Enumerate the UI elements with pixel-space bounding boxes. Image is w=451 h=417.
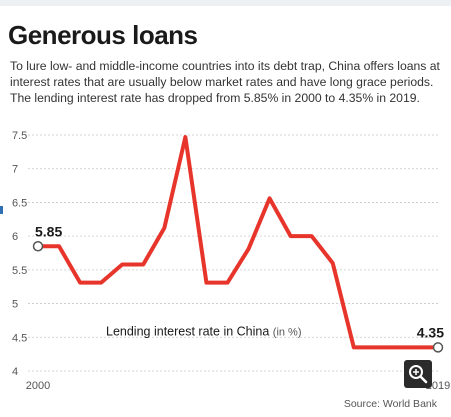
y-tick-label: 6.5 <box>12 197 27 209</box>
data-label: 4.35 <box>417 324 444 340</box>
y-tick-label: 4 <box>12 366 18 378</box>
y-tick-label: 5 <box>12 299 18 311</box>
zoom-in-icon <box>409 365 428 384</box>
data-point-marker <box>32 241 44 252</box>
data-point-marker <box>432 342 444 353</box>
source-note: Source: World Bank <box>343 398 437 410</box>
chart-subtitle: To lure low- and middle-income countries… <box>10 59 440 105</box>
y-tick-label: 4.5 <box>12 332 27 344</box>
y-tick-label: 5.5 <box>12 265 27 277</box>
chart-title: Generous loans <box>8 20 198 50</box>
series-label: Lending interest rate in China (in %) <box>106 324 302 338</box>
left-edge-marker <box>0 206 3 214</box>
y-tick-label: 7.5 <box>12 130 27 142</box>
x-tick-label: 2000 <box>26 380 50 392</box>
series-line <box>36 135 440 350</box>
y-tick-label: 6 <box>12 231 18 243</box>
y-tick-label: 7 <box>12 164 18 176</box>
top-border <box>0 0 451 6</box>
zoom-button[interactable] <box>404 360 432 388</box>
data-label: 5.85 <box>35 223 62 239</box>
